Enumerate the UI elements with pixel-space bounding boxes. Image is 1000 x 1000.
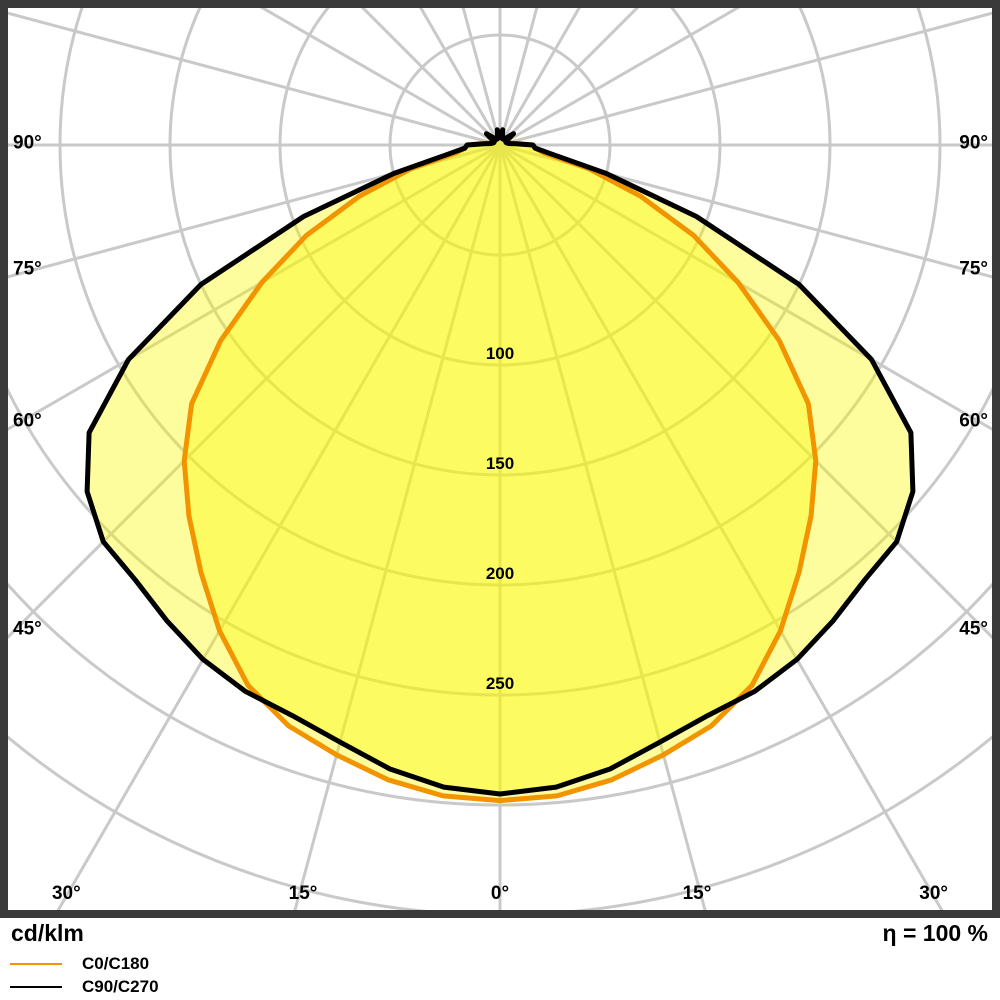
angle-label-60-right: 60°	[959, 411, 988, 432]
grid-ray-195	[461, 8, 502, 146]
angle-label-45-right: 45°	[959, 619, 988, 640]
radial-label-150: 150	[486, 454, 514, 473]
legend-line-c0-c180	[10, 962, 62, 966]
angle-label-45-left: 45°	[13, 619, 42, 640]
angle-label-90-right: 90°	[959, 133, 988, 154]
angle-label-75-right: 75°	[959, 258, 988, 279]
grid-ray-75	[499, 143, 992, 279]
efficiency-label: η = 100 %	[882, 920, 988, 946]
grid-ray-285	[8, 143, 501, 279]
grid-ray-225	[360, 8, 502, 147]
curve-fill-c0-c180	[184, 131, 816, 801]
grid-ray-60	[499, 143, 992, 431]
grid-ray-210	[419, 8, 502, 146]
legend-label-c0-c180: C0/C180	[82, 954, 150, 973]
legend-line-c90-c270	[10, 985, 62, 989]
angle-label-90-left: 90°	[13, 133, 42, 154]
radial-label-100: 100	[486, 344, 514, 363]
grid-ray-150	[498, 8, 581, 146]
legend-item-c90-c270: C90/C270	[10, 976, 159, 998]
curve-c90-c270	[84, 127, 916, 797]
angle-label-30-left: 30°	[52, 883, 81, 904]
grid-ray-135	[498, 8, 640, 147]
angle-label-0: 0°	[491, 883, 509, 904]
legend-label-c90-c270: C90/C270	[82, 977, 159, 996]
legend-item-c0-c180: C0/C180	[10, 953, 149, 975]
angle-label-15-left: 15°	[289, 883, 318, 904]
curve-fill-c90-c270	[87, 129, 913, 795]
grid-ray-330	[56, 144, 502, 910]
angle-label-15-right: 15°	[683, 883, 712, 904]
angle-label-30-right: 30°	[919, 883, 948, 904]
polar-chart-svg: 100 150 200 250 90° 90° 75° 75° 60° 60° 45° 45° 30° 3…	[0, 0, 1000, 918]
chart-labels: 100 150 200 250 90° 90° 75° 75° 60° 60° 45° 45° 30° 3…	[13, 133, 988, 905]
chart-frame	[0, 0, 1000, 918]
grid-ray-240	[259, 8, 501, 147]
grid-ray-165	[498, 8, 539, 146]
radial-label-200: 200	[486, 564, 514, 583]
grid-ray-105	[499, 11, 992, 147]
grid-ray-30	[498, 144, 944, 910]
angle-label-60-left: 60°	[13, 411, 42, 432]
grid-ray-45	[498, 143, 992, 640]
unit-label: cd/klm	[11, 920, 84, 946]
grid-ray-15	[498, 144, 707, 910]
grid-ray-315	[8, 143, 502, 640]
radial-label-250: 250	[486, 674, 514, 693]
angle-label-75-left: 75°	[13, 258, 42, 279]
grid-ray-120	[499, 8, 741, 147]
grid-ray-345	[293, 144, 502, 910]
grid-ray-255	[8, 11, 501, 147]
chart-area	[8, 8, 992, 910]
grid-ray-300	[8, 143, 501, 431]
